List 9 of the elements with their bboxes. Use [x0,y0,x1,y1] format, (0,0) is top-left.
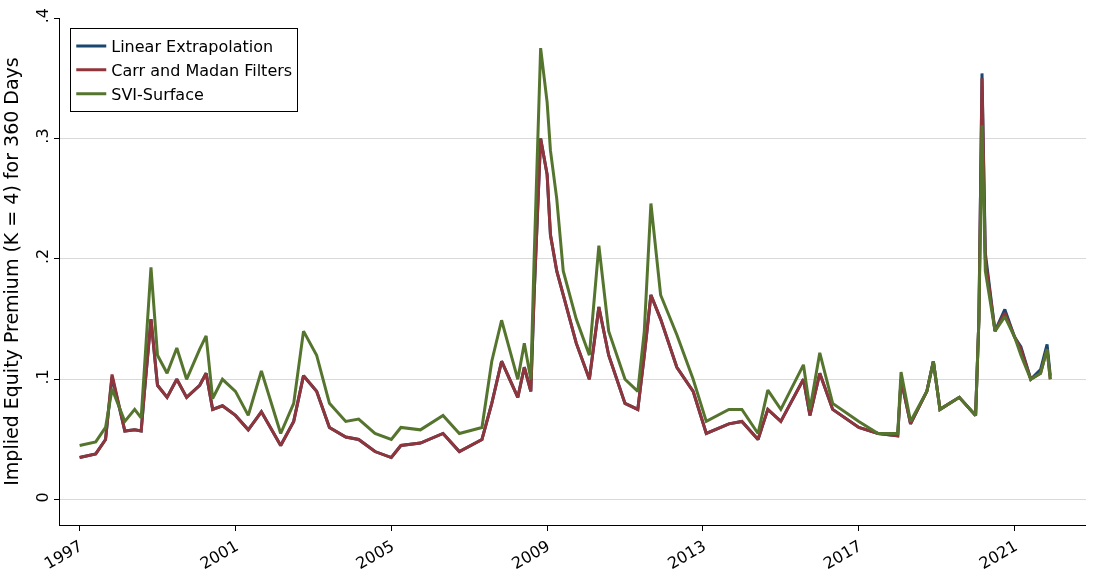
y-tick-label: .4 [32,7,52,24]
legend-label: Linear Extrapolation [111,37,274,57]
y-tick-label: .3 [32,128,52,144]
y-tick-label: 0 [32,492,52,503]
y-axis-title: Implied Equity Premium (K = 4) for 360 Days [0,57,23,486]
y-tick-label: .2 [32,248,52,265]
legend-label: SVI-Surface [111,84,204,104]
y-tick-label: .1 [32,369,52,385]
legend-label: Carr and Madan Filters [111,61,293,81]
